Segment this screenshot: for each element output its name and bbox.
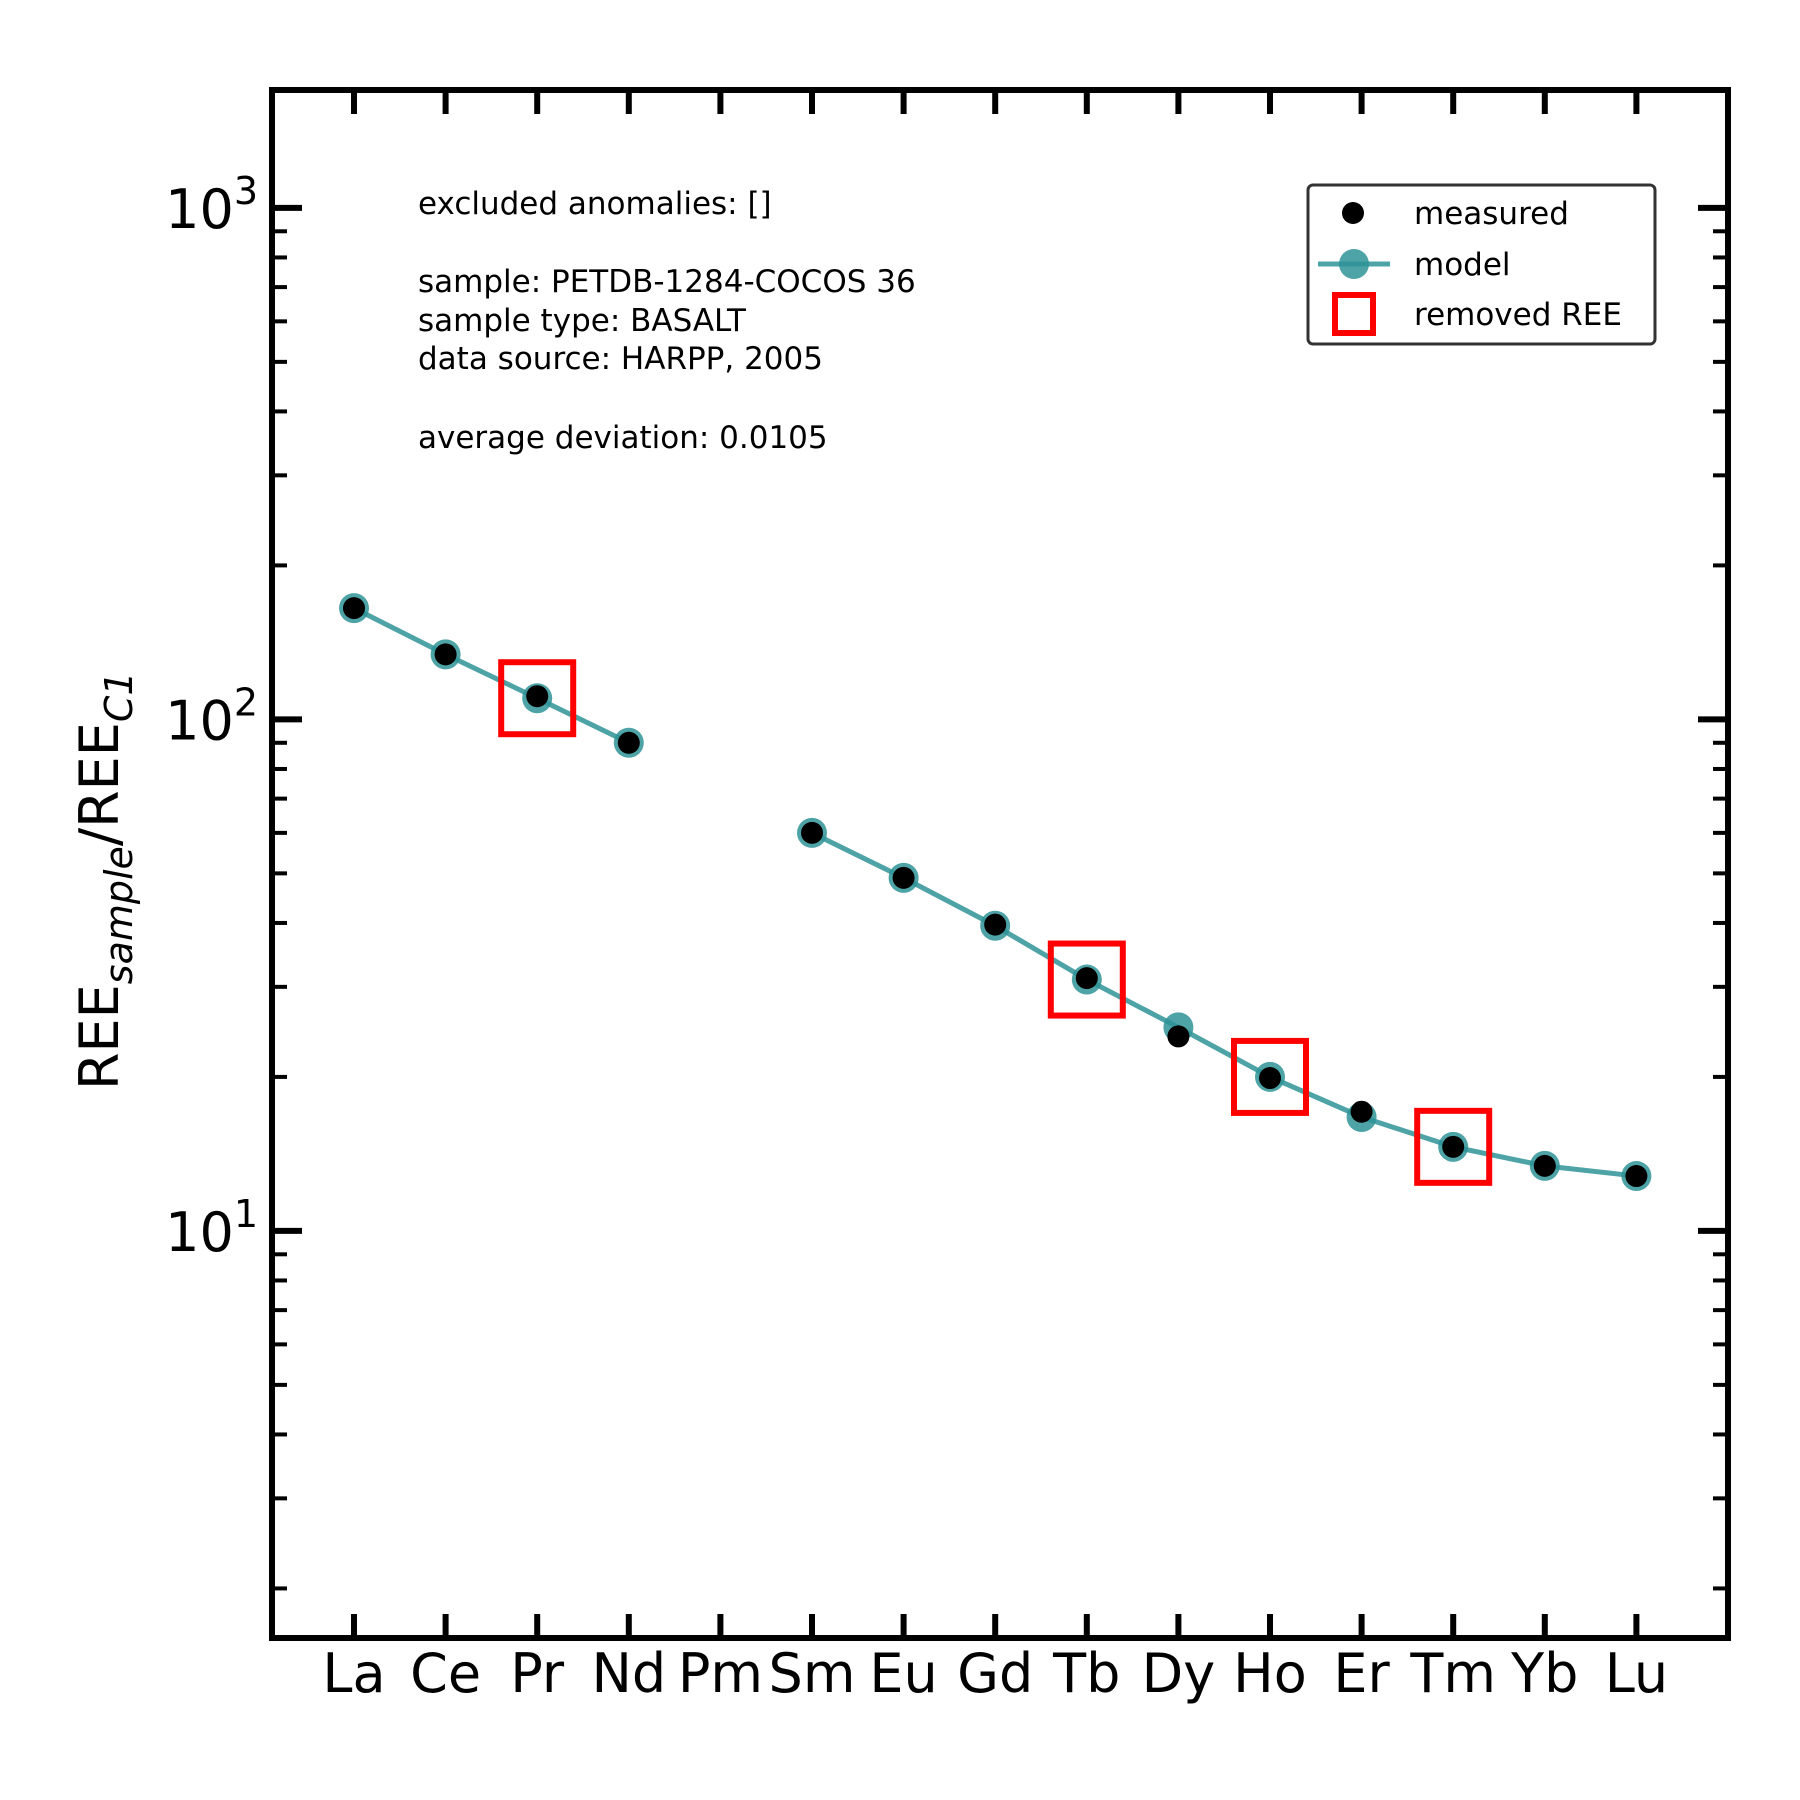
measured-point bbox=[1259, 1067, 1281, 1090]
y-axis-label: REEsample/REEC1 bbox=[68, 671, 141, 1090]
annotation-line: sample: PETDB-1284-COCOS 36 bbox=[418, 264, 916, 300]
x-tick-label: Eu bbox=[869, 1642, 937, 1705]
removed-ree-square bbox=[1231, 1037, 1309, 1116]
legend-measured-label: measured bbox=[1414, 196, 1569, 232]
removed-ree-square bbox=[1414, 1107, 1493, 1186]
measured-point bbox=[526, 685, 549, 708]
measured-point bbox=[1533, 1154, 1556, 1177]
x-tick-labels: La Ce Pr Nd Pm Sm Eu Gd Tb Dy Ho Er Tm Yb Lu bbox=[322, 1642, 1668, 1705]
removed-ree-square bbox=[1047, 940, 1126, 1019]
annotation-line: average deviation: 0.0105 bbox=[418, 420, 828, 456]
legend-removed-label: removed REE bbox=[1414, 297, 1622, 333]
model-line bbox=[810, 830, 1637, 1179]
plot-frame bbox=[269, 87, 1731, 1641]
x-tick-label: Pr bbox=[510, 1642, 565, 1705]
x-tick-label: Ho bbox=[1233, 1642, 1307, 1705]
x-tick-label: Gd bbox=[957, 1642, 1033, 1705]
measured-point bbox=[1075, 967, 1098, 990]
measured-point bbox=[343, 597, 365, 620]
measured-point bbox=[984, 913, 1007, 936]
measured-point bbox=[1167, 1025, 1190, 1048]
x-tick-label: Nd bbox=[591, 1642, 666, 1705]
x-tick-label: Sm bbox=[769, 1642, 856, 1705]
plot-area-data bbox=[339, 593, 1652, 1192]
legend-box bbox=[1306, 183, 1657, 346]
x-tick-label: Ce bbox=[410, 1642, 481, 1705]
annotation-line: sample type: BASALT bbox=[418, 303, 747, 339]
annotation-line: excluded anomalies: [] bbox=[418, 186, 772, 222]
x-tick-label: Tb bbox=[1052, 1642, 1120, 1705]
y-tick-label: 101 bbox=[165, 1192, 258, 1264]
axis-ticks bbox=[272, 90, 1728, 1638]
legend-measured-marker bbox=[1342, 202, 1364, 224]
y-tick-labels: 101 102 103 bbox=[165, 169, 258, 1264]
removed-ree-square bbox=[498, 659, 577, 738]
measured-point bbox=[434, 643, 457, 666]
x-tick-label: La bbox=[322, 1642, 385, 1705]
x-tick-label: Pm bbox=[678, 1642, 763, 1705]
x-tick-label: Tm bbox=[1409, 1642, 1496, 1705]
y-tick-label: 103 bbox=[165, 169, 258, 241]
legend-model-label: model bbox=[1414, 247, 1511, 283]
measured-point bbox=[1625, 1165, 1648, 1188]
annotation-line: data source: HARPP, 2005 bbox=[418, 341, 823, 377]
x-tick-label: Yb bbox=[1510, 1642, 1578, 1705]
y-tick-label: 102 bbox=[165, 680, 258, 752]
model-line bbox=[352, 605, 630, 746]
x-tick-label: Er bbox=[1333, 1642, 1390, 1705]
legend-model-marker bbox=[1339, 249, 1369, 279]
x-tick-label: Lu bbox=[1605, 1642, 1668, 1705]
annotation-block: excluded anomalies: [] sample: PETDB-128… bbox=[418, 186, 916, 456]
measured-point bbox=[801, 821, 823, 844]
measured-point bbox=[617, 731, 640, 754]
measured-point bbox=[1350, 1100, 1373, 1123]
legend-removed-marker bbox=[1332, 292, 1376, 336]
legend: measured model removed REE bbox=[1306, 183, 1657, 346]
measured-point bbox=[1442, 1135, 1465, 1158]
x-tick-label: Dy bbox=[1142, 1642, 1216, 1705]
measured-point bbox=[892, 866, 915, 889]
